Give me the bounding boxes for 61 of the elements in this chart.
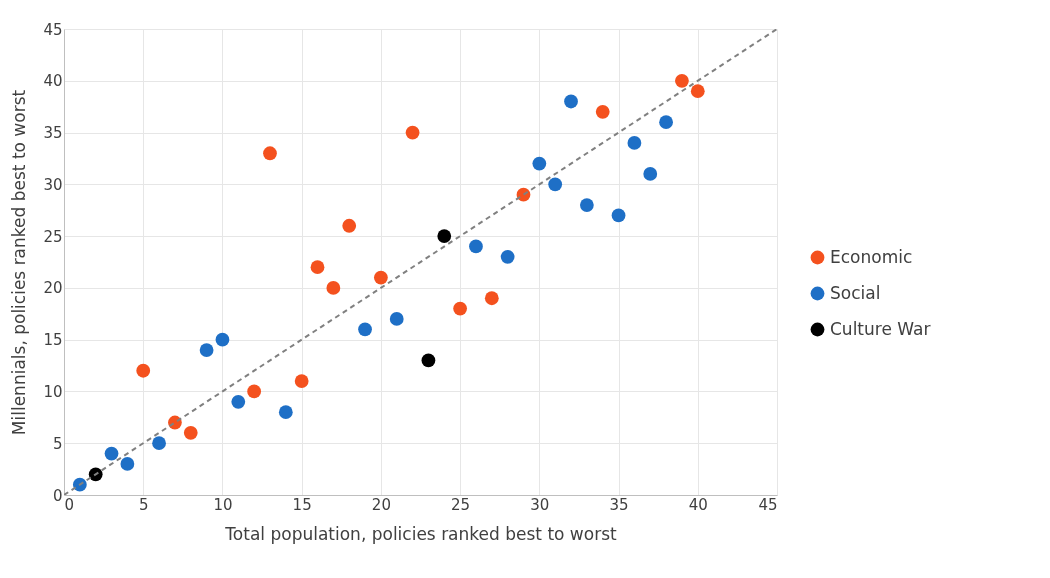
x-tick-label: 45 [758,495,778,514]
point [421,353,436,368]
point [659,115,673,130]
point [532,156,547,171]
point [469,239,483,254]
point [389,312,404,326]
x-tick-label: 10 [213,495,233,514]
point [453,301,467,316]
point [326,281,341,295]
y-tick-label: 5 [52,434,63,453]
y-tick-label: 45 [43,20,63,39]
x-tick-label: 30 [530,495,550,514]
point [675,73,689,88]
point [342,218,357,233]
x-tick-label: 15 [292,495,312,514]
point [294,374,309,388]
x-tick-label: 20 [371,495,391,514]
point [136,363,151,378]
point [183,425,198,440]
point [310,260,325,275]
point [215,332,230,347]
point [278,405,293,420]
point [564,94,578,109]
point [120,457,135,471]
point [500,249,515,264]
point [104,446,119,461]
point [231,394,246,409]
point [484,291,499,306]
y-tick-label: 10 [43,382,63,401]
y-tick-label: 20 [43,279,63,298]
point [579,198,594,212]
point [643,167,658,181]
point [405,125,420,140]
point [690,84,705,99]
point [548,177,563,192]
x-tick-label: 5 [138,495,149,514]
x-tick-label: 25 [451,495,471,514]
point [611,208,626,223]
point [247,384,262,399]
x-axis-title: Total population, policies ranked best to worst [224,523,617,544]
x-tick-label: 0 [64,495,75,514]
y-tick-label: 35 [43,124,63,143]
y-tick-label: 25 [43,227,63,246]
legend-label: Social [830,282,881,303]
point [263,146,277,161]
y-tick-label: 40 [43,72,63,91]
point [627,136,642,150]
y-tick-label: 30 [43,175,63,194]
point [374,270,388,285]
x-tick-label: 40 [688,495,708,514]
point [595,104,610,119]
point [88,467,103,482]
point [199,343,214,357]
point [152,436,166,451]
legend-label: Culture War [830,318,931,339]
y-tick-label: 15 [43,331,63,350]
point [437,229,452,243]
point [358,322,372,337]
y-axis-title: Millennials, policies ranked best to worst [9,89,30,436]
x-tick-label: 35 [609,495,629,514]
legend-label: Economic [830,246,913,267]
